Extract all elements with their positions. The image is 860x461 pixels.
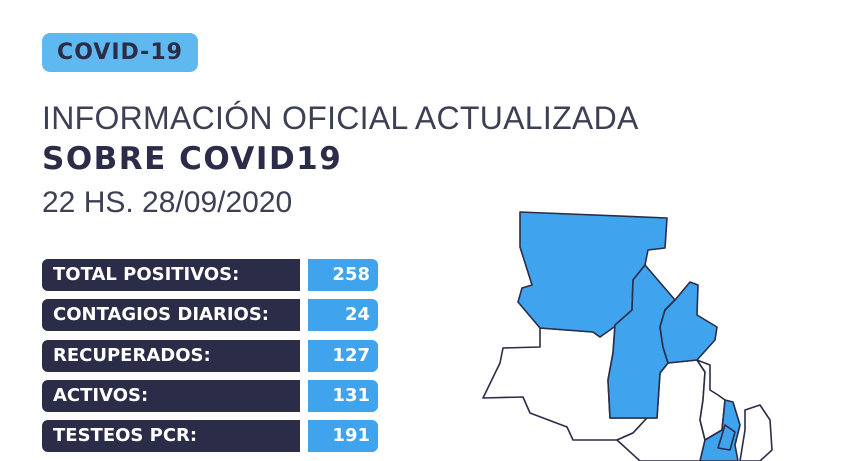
title-line-2: SOBRE COVID19	[42, 141, 343, 177]
stat-label: CONTAGIOS DIARIOS:	[42, 299, 300, 331]
stat-value: 127	[308, 340, 378, 372]
timestamp: 22 HS. 28/09/2020	[42, 186, 293, 219]
stat-label: TOTAL POSITIVOS:	[42, 259, 300, 291]
stat-row-contagios-diarios: CONTAGIOS DIARIOS: 24	[42, 299, 378, 331]
map-region	[517, 211, 668, 338]
stat-value: 131	[308, 380, 378, 412]
stat-value: 191	[308, 420, 378, 452]
stat-label: TESTEOS PCR:	[42, 420, 300, 452]
stat-row-recuperados: RECUPERADOS: 127	[42, 340, 378, 372]
map-region	[717, 424, 736, 451]
stat-value: 24	[308, 299, 378, 331]
stat-label: RECUPERADOS:	[42, 340, 300, 372]
stat-row-activos: ACTIVOS: 131	[42, 380, 378, 412]
stat-value: 258	[308, 259, 378, 291]
covid-badge: COVID-19	[42, 33, 198, 72]
stat-row-total-positivos: TOTAL POSITIVOS: 258	[42, 259, 378, 291]
map-region	[739, 404, 773, 461]
stat-label: ACTIVOS:	[42, 380, 300, 412]
map-region	[659, 281, 718, 364]
stat-row-testeos-pcr: TESTEOS PCR: 191	[42, 420, 378, 452]
title-line-1: INFORMACIÓN OFICIAL ACTUALIZADA	[42, 100, 639, 136]
